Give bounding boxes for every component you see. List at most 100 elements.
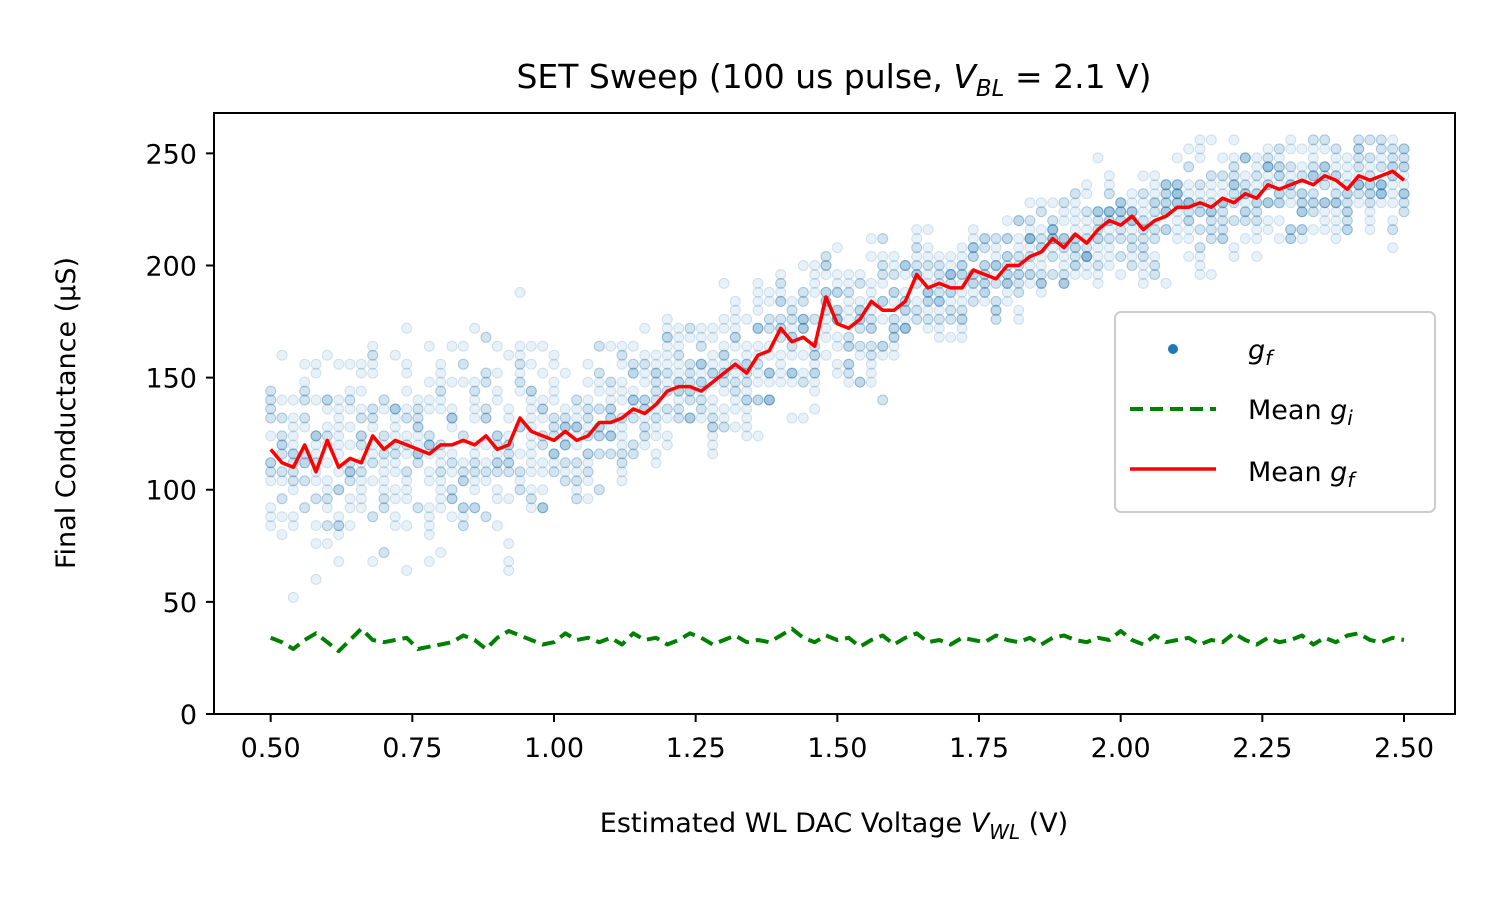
gf-point (1126, 251, 1138, 262)
gf-point (797, 313, 809, 325)
gf-point (525, 358, 537, 370)
gf-point (1319, 134, 1331, 146)
gf-point (695, 412, 707, 424)
gf-point (1171, 224, 1183, 236)
gf-point (1375, 188, 1387, 200)
gf-point (752, 322, 764, 334)
gf-point (310, 394, 322, 406)
gf-point (752, 322, 764, 334)
gf-point (763, 322, 775, 334)
gf-point (1024, 233, 1036, 245)
gf-point (1183, 215, 1195, 227)
gf-point (1001, 215, 1013, 227)
gf-point (627, 412, 639, 424)
gf-point (367, 367, 379, 379)
gf-point (695, 403, 707, 415)
gf-point (1228, 179, 1240, 191)
gf-point (514, 367, 526, 379)
gf-point (593, 376, 605, 388)
gf-point (514, 358, 526, 370)
gf-point (389, 403, 401, 415)
gf-point (1035, 277, 1047, 289)
gf-point (333, 439, 345, 451)
gf-point (752, 340, 764, 352)
gf-point (299, 457, 311, 469)
gf-point (310, 430, 322, 442)
gf-point (1398, 143, 1410, 155)
gf-point (1081, 224, 1093, 236)
gf-point (1375, 197, 1387, 209)
gf-point (367, 475, 379, 487)
gf-point (1296, 197, 1308, 209)
gf-point (1047, 224, 1059, 236)
gf-point (797, 313, 809, 325)
gf-point (1183, 215, 1195, 227)
gf-point (571, 457, 583, 469)
gf-point (865, 313, 877, 325)
gf-point (639, 439, 651, 451)
gf-point (299, 475, 311, 487)
gf-point (1047, 269, 1059, 280)
gf-point (1228, 170, 1240, 182)
gf-point (344, 403, 356, 415)
gf-point (1024, 277, 1036, 289)
gf-point (877, 251, 889, 262)
gf-point (616, 349, 628, 361)
gf-point (1092, 215, 1104, 227)
gf-point (593, 367, 605, 379)
gf-point (786, 367, 798, 379)
gf-point (627, 448, 639, 460)
gf-point (1307, 134, 1319, 146)
gf-point (276, 439, 288, 451)
gf-point (707, 358, 719, 370)
gf-point (967, 242, 979, 254)
gf-point (956, 260, 968, 271)
gf-point (605, 448, 617, 460)
gf-point (480, 331, 492, 343)
gf-point (967, 295, 979, 307)
gf-point (967, 242, 979, 254)
gf-point (1149, 224, 1161, 236)
gf-point (877, 233, 889, 245)
gf-point (741, 376, 753, 388)
gf-point (1319, 179, 1331, 191)
gf-point (525, 466, 537, 478)
gf-point (707, 421, 719, 433)
gf-point (537, 457, 549, 469)
series-lines (269, 169, 1406, 654)
gf-point (899, 313, 911, 325)
gf-point (582, 376, 594, 388)
gf-point (1171, 179, 1183, 191)
gf-point (491, 457, 503, 469)
gf-point (1194, 224, 1206, 236)
gf-point (888, 331, 900, 343)
gf-point (1001, 277, 1013, 289)
gf-point (265, 502, 277, 514)
gf-point (1160, 179, 1172, 191)
gf-point (1319, 197, 1331, 209)
gf-point (480, 376, 492, 388)
gf-point (446, 412, 458, 424)
gf-point (1262, 197, 1274, 209)
gf-point (1194, 179, 1206, 191)
legend-entry-mean-gf: Mean gf (1130, 457, 1357, 492)
gf-point (990, 251, 1002, 262)
gf-point (1375, 161, 1387, 173)
gf-point (899, 304, 911, 316)
gf-point (695, 394, 707, 406)
gf-point (661, 430, 673, 442)
gf-point (548, 421, 560, 433)
gf-point (1251, 251, 1263, 262)
gf-point (514, 340, 526, 352)
gf-point (321, 394, 333, 406)
gf-point (1398, 143, 1410, 155)
gf-point (1160, 179, 1172, 191)
gf-point (276, 448, 288, 460)
gf-point (899, 322, 911, 334)
gf-point (571, 421, 583, 433)
gf-point (321, 493, 333, 505)
gf-point (979, 233, 991, 245)
gf-point (945, 269, 957, 280)
gf-point (741, 349, 753, 361)
gf-point (1001, 233, 1013, 245)
